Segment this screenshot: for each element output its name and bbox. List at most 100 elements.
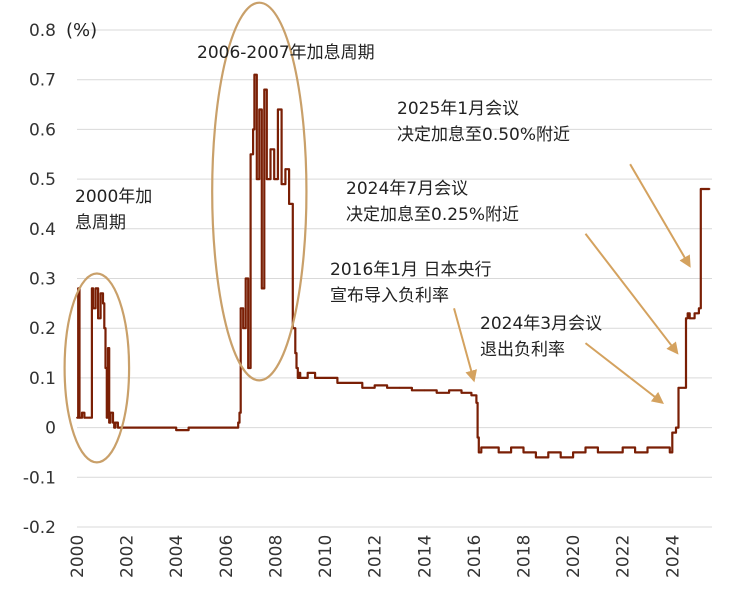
annotation-text: 2016年1月 日本央行: [330, 260, 491, 280]
y-axis-ticks: 0.8 0.7 0.6 0.5 0.4 0.3 0.2 0.1 0 -0.1 -0.2: [23, 21, 56, 538]
gridlines: [77, 29, 712, 528]
data-point: [547, 451, 550, 454]
data-point: [668, 451, 671, 454]
data-point: [314, 377, 316, 379]
data-point: [475, 401, 478, 404]
data-point: [299, 377, 302, 379]
annotation-text: 决定加息至0.25%附近: [346, 205, 519, 225]
y-tick-label: 0.7: [29, 71, 56, 91]
y-tick-label: 0.8: [29, 21, 56, 41]
data-point: [239, 307, 242, 310]
data-point: [88, 416, 91, 419]
x-axis-ticks: 2000 2002 2004 2006 2008 2010 2012 2014 2016 2018…: [68, 535, 683, 578]
data-point: [150, 426, 153, 429]
annotation-arrow: [629, 163, 691, 268]
data-point: [671, 431, 674, 434]
data-point: [693, 312, 696, 315]
data-point: [683, 386, 686, 389]
data-point: [229, 426, 232, 429]
annotation-arrows: [453, 163, 691, 404]
data-point: [677, 386, 680, 389]
data-point: [480, 446, 483, 449]
data-point: [260, 287, 263, 290]
data-point: [253, 73, 256, 76]
data-point: [81, 411, 83, 414]
x-tick-label: 2020: [564, 535, 584, 578]
data-point: [91, 287, 93, 290]
data-point: [107, 347, 109, 349]
data-point: [92, 307, 94, 310]
data-point: [79, 416, 81, 419]
data-point: [361, 386, 364, 389]
data-point: [609, 451, 612, 454]
y-tick-label: 0.4: [29, 220, 56, 240]
data-point: [237, 421, 240, 424]
data-point: [336, 382, 339, 384]
highlight-ellipses: [63, 1, 308, 464]
annotation-text: 决定加息至0.50%附近: [397, 125, 570, 145]
data-point: [138, 426, 140, 429]
data-point: [269, 148, 272, 151]
data-point: [510, 446, 512, 449]
data-point: [175, 429, 178, 431]
x-tick-label: 2022: [614, 535, 634, 578]
x-tick-label: 2010: [316, 535, 336, 578]
data-point: [249, 153, 252, 156]
annotation-text: 2024年3月会议: [480, 314, 602, 334]
data-point: [559, 456, 562, 459]
x-tick-label: 2000: [68, 535, 88, 578]
y-axis-unit-label: (%): [66, 20, 97, 41]
data-point: [708, 188, 711, 190]
data-point: [703, 188, 706, 190]
data-point: [386, 386, 388, 389]
y-tick-label: 0.2: [29, 319, 56, 339]
annotation-arrow: [584, 342, 664, 404]
data-point: [104, 367, 107, 369]
annotation-text: 退出负利率: [480, 340, 565, 360]
data-point: [94, 287, 97, 290]
data-point: [280, 183, 283, 186]
y-tick-label: 0.5: [29, 170, 56, 190]
y-tick-label: -0.2: [23, 518, 56, 538]
data-point: [698, 307, 700, 310]
data-point: [295, 367, 298, 369]
data-point: [621, 446, 624, 449]
data-point: [448, 389, 450, 392]
data-point: [584, 446, 587, 449]
data-point: [460, 391, 463, 394]
x-tick-label: 2014: [415, 535, 435, 578]
data-point: [675, 426, 677, 429]
x-tick-label: 2024: [663, 535, 683, 578]
data-point: [114, 421, 117, 424]
data-point: [242, 327, 245, 330]
data-point: [423, 389, 426, 392]
data-point: [411, 389, 413, 392]
data-point: [99, 292, 102, 295]
data-point: [686, 312, 689, 315]
data-point: [535, 456, 537, 459]
data-point: [162, 426, 165, 429]
data-point: [102, 302, 104, 305]
annotation-text: 2025年1月会议: [397, 99, 519, 119]
x-tick-label: 2008: [266, 535, 286, 578]
data-point: [522, 451, 525, 454]
x-tick-label: 2012: [366, 535, 386, 578]
annotation-arrow: [584, 233, 679, 355]
data-point: [252, 128, 255, 131]
data-point: [200, 426, 202, 429]
x-tick-label: 2002: [118, 535, 138, 578]
annotation-text: 息周期: [75, 213, 126, 233]
annotation-arrow: [453, 308, 478, 383]
data-point: [258, 108, 261, 111]
data-point: [105, 416, 108, 419]
data-point: [699, 188, 702, 190]
highlight-ellipse: [211, 1, 308, 382]
y-tick-label: 0.6: [29, 120, 56, 140]
data-point: [373, 384, 376, 387]
data-point: [109, 411, 112, 414]
data-point: [477, 451, 480, 454]
x-tick-label: 2006: [217, 535, 237, 578]
data-point: [255, 178, 258, 181]
y-tick-label: 0.3: [29, 270, 56, 290]
